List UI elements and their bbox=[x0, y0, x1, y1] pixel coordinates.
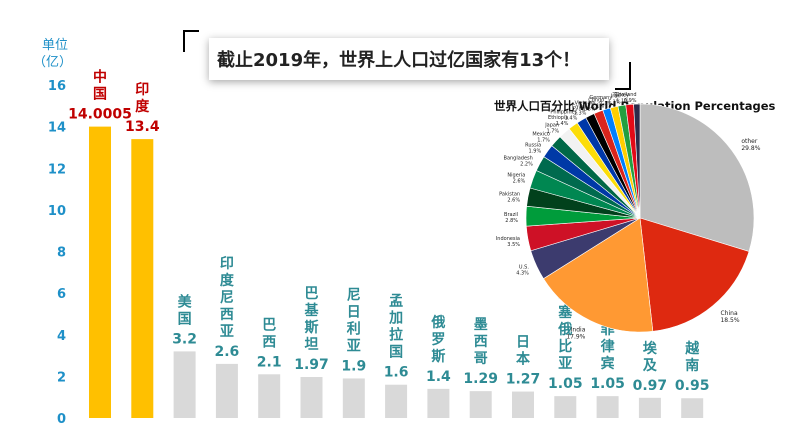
bar-category-label: 巴基斯坦 bbox=[305, 286, 320, 353]
bar-category-label: 印度 bbox=[135, 81, 150, 115]
callout-corner-bottom-right bbox=[615, 62, 631, 90]
bar-category-label: 埃塞俄比亚 bbox=[557, 287, 573, 372]
bar-value-label: 0.97 bbox=[633, 378, 668, 394]
bar-value-label: 3.2 bbox=[172, 331, 197, 347]
bar-category-label: 埃及 bbox=[643, 340, 658, 374]
bar bbox=[638, 397, 661, 418]
bar-value-label: 1.29 bbox=[463, 371, 498, 387]
bar-category-label: 中国 bbox=[93, 69, 107, 103]
bar-value-label: 1.97 bbox=[294, 357, 329, 373]
bar-category-label: 俄罗斯 bbox=[430, 314, 445, 365]
bar-category-label: 孟加拉国 bbox=[388, 294, 403, 361]
bar-value-label: 13.4 bbox=[125, 119, 160, 135]
y-tick-label: 0 bbox=[57, 412, 66, 427]
bar bbox=[554, 396, 577, 418]
bar-category-label: 美国 bbox=[178, 293, 193, 327]
bar bbox=[596, 396, 619, 418]
bar-category-label: 印度尼西亚 bbox=[220, 255, 235, 340]
headline-callout: 截止2019年，世界上人口过亿国家有13个！ bbox=[183, 30, 631, 90]
bar-value-label: 14.0005 bbox=[68, 107, 132, 123]
bar bbox=[89, 126, 111, 418]
bar bbox=[173, 351, 196, 418]
y-unit-label-2: （亿） bbox=[33, 55, 72, 70]
bar-value-label: 1.6 bbox=[384, 365, 409, 381]
bar-category-label: 日本 bbox=[516, 335, 531, 368]
bar-category-label: 越南 bbox=[684, 340, 700, 374]
y-tick-label: 8 bbox=[57, 246, 66, 261]
bar bbox=[300, 376, 323, 418]
bar-category-label: 巴西 bbox=[262, 317, 276, 350]
bar bbox=[512, 391, 534, 418]
bar-value-label: 1.05 bbox=[548, 376, 583, 392]
bar-value-label: 0.95 bbox=[675, 378, 710, 394]
bar bbox=[131, 139, 154, 419]
bar-value-label: 1.05 bbox=[590, 376, 625, 392]
y-unit-label: 单位 bbox=[42, 38, 68, 53]
bar bbox=[427, 388, 450, 418]
y-tick-label: 14 bbox=[48, 121, 66, 136]
y-tick-label: 4 bbox=[57, 329, 66, 344]
y-tick-label: 10 bbox=[48, 204, 66, 219]
headline-text: 截止2019年，世界上人口过亿国家有13个！ bbox=[209, 38, 609, 80]
y-tick-label: 12 bbox=[48, 162, 66, 177]
bar bbox=[385, 384, 408, 418]
bar-value-label: 2.1 bbox=[257, 354, 282, 370]
bar bbox=[215, 363, 238, 418]
y-tick-label: 6 bbox=[57, 287, 66, 302]
bar-category-label: 墨西哥 bbox=[474, 317, 488, 367]
bar-category-label: 菲律宾 bbox=[601, 321, 615, 372]
bar bbox=[342, 378, 365, 418]
bar-category-label: 尼日利亚 bbox=[347, 287, 361, 354]
bar-value-label: 1.9 bbox=[341, 358, 366, 374]
bar bbox=[469, 391, 492, 418]
pie-inset-title: 世界人口百分比 World Population Percentages bbox=[494, 99, 776, 113]
y-tick-label: 16 bbox=[48, 79, 66, 94]
bar-value-label: 1.4 bbox=[426, 369, 451, 385]
bar-value-label: 2.6 bbox=[214, 344, 239, 360]
callout-corner-top-left bbox=[183, 30, 199, 52]
bar-value-label: 1.27 bbox=[506, 372, 541, 388]
bar bbox=[681, 398, 704, 418]
y-tick-label: 2 bbox=[57, 370, 66, 385]
pie-inset-year: (2017) bbox=[656, 112, 673, 118]
bar bbox=[258, 374, 281, 418]
